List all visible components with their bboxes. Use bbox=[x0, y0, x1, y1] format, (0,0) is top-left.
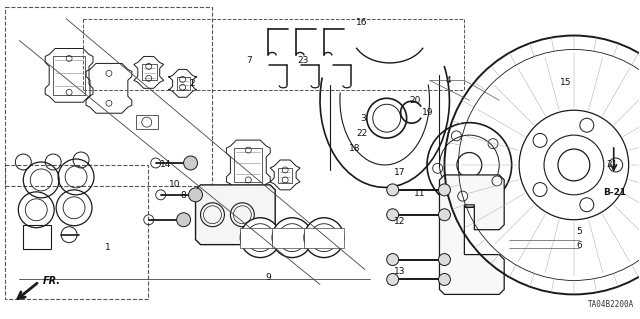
Bar bbox=[278, 168, 292, 183]
Text: 1: 1 bbox=[105, 243, 111, 252]
Text: B-21: B-21 bbox=[603, 188, 626, 197]
Text: 12: 12 bbox=[394, 217, 405, 226]
Circle shape bbox=[184, 156, 198, 170]
Circle shape bbox=[438, 209, 451, 221]
Text: 6: 6 bbox=[576, 241, 582, 250]
Text: 19: 19 bbox=[422, 108, 433, 117]
Bar bbox=[23, 225, 51, 249]
Bar bbox=[241, 228, 280, 248]
Text: 9: 9 bbox=[266, 273, 271, 282]
Text: 2: 2 bbox=[189, 79, 195, 88]
Circle shape bbox=[189, 188, 202, 202]
Bar bbox=[136, 115, 157, 129]
Text: 15: 15 bbox=[560, 78, 572, 87]
Ellipse shape bbox=[272, 218, 312, 257]
Bar bbox=[234, 148, 262, 182]
Text: 22: 22 bbox=[356, 129, 367, 137]
Bar bbox=[5, 7, 212, 186]
Text: 4: 4 bbox=[445, 76, 451, 85]
Text: 23: 23 bbox=[298, 56, 308, 65]
Text: 3: 3 bbox=[360, 114, 365, 123]
Text: 16: 16 bbox=[356, 18, 367, 27]
Polygon shape bbox=[440, 175, 504, 294]
Bar bbox=[177, 78, 189, 90]
Bar bbox=[272, 228, 312, 248]
Circle shape bbox=[387, 254, 399, 265]
Text: FR.: FR. bbox=[44, 277, 61, 286]
Bar bbox=[142, 64, 157, 80]
Circle shape bbox=[177, 213, 191, 227]
Text: 17: 17 bbox=[394, 168, 405, 177]
Text: 20: 20 bbox=[409, 96, 420, 105]
Text: 7: 7 bbox=[246, 56, 252, 65]
Bar bbox=[5, 165, 148, 300]
Text: 11: 11 bbox=[414, 189, 426, 198]
Circle shape bbox=[438, 273, 451, 286]
Text: 21: 21 bbox=[606, 160, 618, 169]
Circle shape bbox=[387, 209, 399, 221]
Text: 18: 18 bbox=[349, 144, 360, 152]
Circle shape bbox=[438, 184, 451, 196]
Circle shape bbox=[387, 184, 399, 196]
Text: 14: 14 bbox=[160, 160, 172, 169]
Circle shape bbox=[387, 273, 399, 286]
Text: 13: 13 bbox=[394, 267, 405, 276]
Bar bbox=[53, 56, 85, 95]
Circle shape bbox=[438, 254, 451, 265]
Text: 5: 5 bbox=[576, 227, 582, 236]
Bar bbox=[304, 228, 344, 248]
Polygon shape bbox=[196, 185, 275, 245]
Ellipse shape bbox=[304, 218, 344, 257]
Text: 8: 8 bbox=[180, 191, 186, 200]
Text: TA04B2200A: TA04B2200A bbox=[588, 300, 634, 309]
Ellipse shape bbox=[241, 218, 280, 257]
Text: 10: 10 bbox=[169, 180, 180, 189]
